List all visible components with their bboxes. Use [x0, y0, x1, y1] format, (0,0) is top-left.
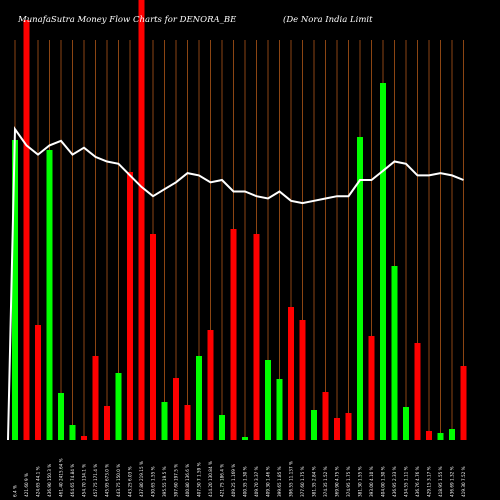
bar — [138, 0, 145, 440]
x-tick-label: 404.00 1.30 % — [381, 466, 386, 497]
x-tick-label: 443.75 150.0 % — [116, 464, 121, 497]
bar — [437, 433, 444, 440]
x-tick-label: 421.75 186.4 % — [220, 464, 225, 497]
bar — [104, 406, 110, 440]
bar — [288, 307, 294, 440]
bar — [414, 343, 421, 440]
chart-title-right: (De Nora India Limit — [283, 14, 373, 25]
bar — [299, 320, 306, 440]
x-tick-label: 400.80 136.6 % — [185, 464, 190, 497]
x-tick-label: 436.69 1.32 % — [450, 466, 455, 497]
bar — [391, 266, 398, 440]
bar — [219, 415, 225, 440]
bar — [173, 378, 179, 440]
chart-title-left: MunafaSutra Money Flow Charts for DENORA… — [17, 15, 237, 25]
x-tick-label: 374.35 1.52 % — [323, 466, 328, 497]
x-tick-label: 464.65 74.84 % — [70, 464, 75, 497]
bar — [115, 373, 122, 440]
bar — [196, 356, 202, 440]
x-tick-label: 454.70 134.1 % — [82, 464, 87, 497]
bar — [23, 20, 30, 440]
x-tick-label: 399.65 1.85 % — [277, 466, 282, 497]
bar — [242, 437, 248, 440]
bar — [380, 83, 386, 440]
bar — [322, 392, 329, 440]
x-tick-label: 369.90 4.75 % — [335, 466, 340, 497]
bar — [368, 336, 375, 440]
x-axis-labels: 6.4 % 421.60 9 % 424.65 44.1 % 436.90 150.… — [13, 458, 467, 497]
x-tick-label: 429.15 3.17 % — [427, 466, 432, 497]
bar — [12, 140, 18, 440]
x-tick-label: 393.00 4.10 % — [369, 466, 374, 497]
bar — [92, 356, 99, 440]
x-tick-label: 437.80 219.15 % — [139, 461, 144, 497]
x-tick-label: 436.90 150.3 % — [47, 464, 52, 497]
bar — [230, 229, 237, 440]
bar — [426, 431, 432, 440]
x-tick-label: 395.55 19.5 % — [162, 466, 167, 497]
bar — [357, 137, 363, 440]
bar — [150, 234, 156, 440]
bar — [184, 405, 191, 440]
x-tick-label: 374.95 1.75 % — [346, 466, 351, 497]
x-tick-label: 407.50 7 1.59 % — [197, 462, 202, 497]
x-tick-label: 436.95 2.33 % — [392, 466, 397, 497]
bar — [46, 150, 53, 440]
bar — [207, 330, 214, 440]
x-tick-label: 6.4 % — [13, 485, 18, 497]
bar — [127, 172, 133, 440]
x-tick-label: 436.76 4.76 % — [415, 466, 420, 497]
bar — [35, 325, 41, 440]
bar — [334, 418, 340, 440]
bar — [403, 407, 409, 440]
x-tick-label: 409.25 1.169 % — [231, 464, 236, 497]
x-tick-label: 396.55 11.137 % — [289, 461, 294, 497]
bar — [345, 413, 352, 440]
price-line — [7, 126, 464, 441]
bar — [253, 234, 260, 440]
x-tick-label: 381.30 1.55 % — [358, 466, 363, 497]
bar — [161, 402, 168, 440]
x-tick-label: 377.60 1.75 % — [300, 466, 305, 497]
bar — [265, 360, 271, 440]
x-tick-label: 400.35 1.30 % — [243, 466, 248, 497]
x-tick-label: 445.95 673.0 % — [105, 464, 110, 497]
x-tick-label: 434.55 1.11 % — [404, 466, 409, 497]
bars — [12, 0, 467, 440]
x-tick-label: 443.25 6.03 % — [128, 466, 133, 497]
bar — [460, 366, 467, 440]
bar — [58, 393, 64, 440]
bar — [276, 379, 283, 440]
x-tick-label: 397.60 197.5 % — [174, 464, 179, 497]
x-tick-label: 409.70 3.37 % — [254, 466, 259, 497]
x-tick-label: 461.40 2415.64 % — [59, 458, 64, 497]
bar — [81, 436, 87, 440]
x-tick-label: 424.65 44.1 % — [36, 466, 41, 497]
bar — [449, 429, 455, 440]
x-tick-label: 414.20 130.84 % — [208, 461, 213, 497]
bar — [311, 410, 317, 440]
bar — [69, 425, 76, 440]
x-tick-label: 409.30 1.46 % — [266, 466, 271, 497]
x-tick-label: 430.65 1.55 % — [151, 466, 156, 497]
x-tick-label: 419.30 7.52 % — [461, 466, 466, 497]
x-tick-label: 421.60 9 % — [24, 473, 29, 497]
x-tick-label: 418.95 1.55 % — [438, 466, 443, 497]
x-tick-label: 457.75 171.4 % — [93, 464, 98, 497]
x-tick-label: 381.35 2.84 % — [312, 466, 317, 497]
